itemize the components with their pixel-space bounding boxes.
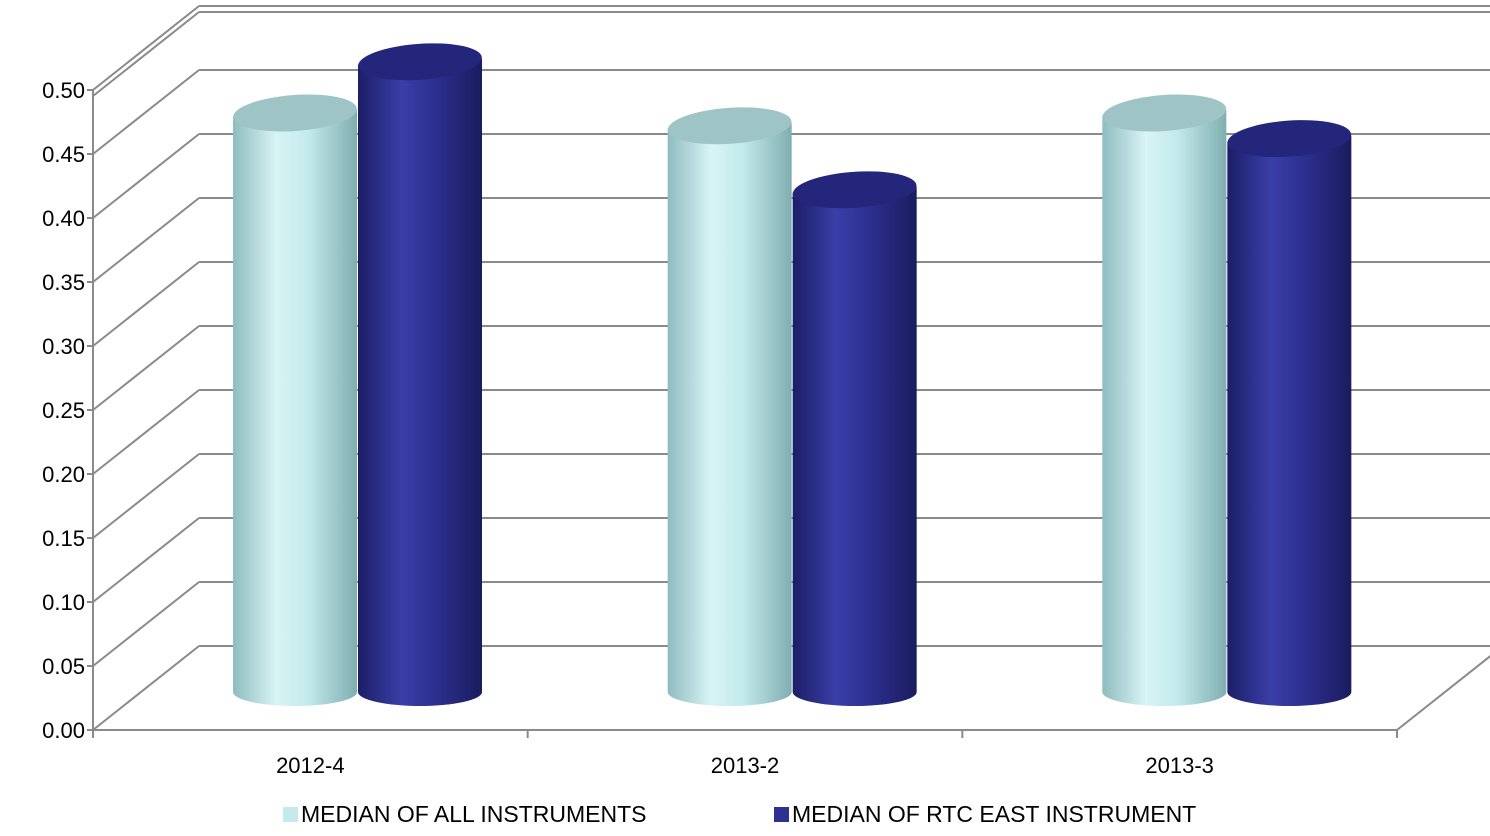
- y-tick-label: 0.45: [42, 142, 85, 167]
- bar: [233, 94, 357, 706]
- x-tick-label: 2013-3: [1145, 753, 1214, 778]
- x-tick-label: 2013-2: [711, 753, 780, 778]
- side-wall-top: [92, 11, 200, 97]
- bar: [792, 171, 917, 707]
- axis-layer: [87, 89, 1490, 738]
- bar: [1102, 94, 1227, 706]
- legend-label: MEDIAN OF ALL INSTRUMENTS: [301, 801, 646, 827]
- legend-swatch: [774, 807, 789, 822]
- y-tick-label: 0.35: [42, 270, 85, 295]
- y-tick-label: 0.05: [42, 654, 85, 679]
- bar: [1227, 120, 1352, 707]
- y-tick-label: 0.00: [42, 718, 85, 743]
- legend-label: MEDIAN OF RTC EAST INSTRUMENT: [792, 801, 1196, 827]
- y-tick-label: 0.30: [42, 334, 85, 359]
- bar: [358, 43, 482, 707]
- legend: MEDIAN OF ALL INSTRUMENTS MEDIAN OF RTC E…: [283, 801, 1196, 827]
- y-tick-label: 0.50: [42, 78, 85, 103]
- bars-layer: [233, 43, 1352, 707]
- y-tick-label: 0.40: [42, 206, 85, 231]
- y-tick-label: 0.20: [42, 462, 85, 487]
- legend-swatch: [283, 807, 298, 822]
- bar: [667, 107, 792, 707]
- floor-right-edge: [1396, 655, 1490, 731]
- gridline: [92, 5, 1490, 91]
- y-tick-label: 0.15: [42, 526, 85, 551]
- labels-layer: 0.00 0.05 0.10 0.15 0.20 0.25 0.30 0.35 0.40 0.45…: [42, 78, 1214, 778]
- legend-item: MEDIAN OF RTC EAST INSTRUMENT: [774, 801, 1196, 827]
- x-tick-label: 2012-4: [276, 753, 345, 778]
- y-tick-label: 0.10: [42, 590, 85, 615]
- legend-item: MEDIAN OF ALL INSTRUMENTS: [283, 801, 646, 827]
- y-tick-label: 0.25: [42, 398, 85, 423]
